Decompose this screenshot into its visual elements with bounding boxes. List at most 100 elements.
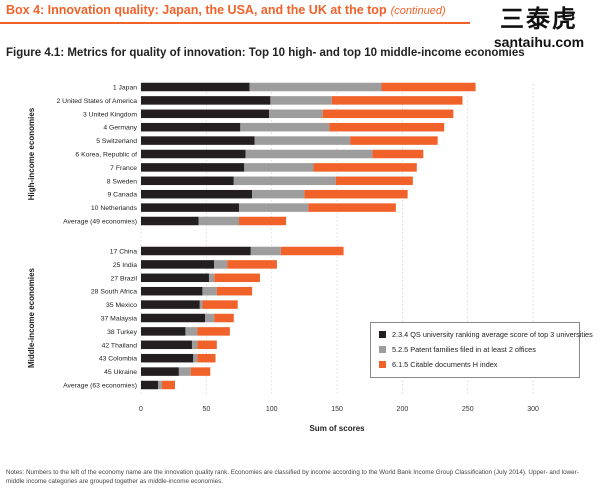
bar-middle-10-series-0 [141,380,158,390]
bar-high-1-series-2 [331,96,463,105]
category-label-middle-7: 42 Thailand [102,342,138,349]
bar-middle-7-series-0 [141,340,192,350]
x-tick-label-150: 150 [331,406,343,413]
legend-item-citable: 6.1.5 Citable documents H index [379,360,497,370]
bar-middle-6-series-1 [185,327,198,336]
box-header: Box 4: Innovation quality: Japan, the US… [0,0,470,24]
bar-high-7-series-1 [233,176,336,186]
bar-high-0-series-2 [381,82,476,92]
x-tick-label-250: 250 [462,406,474,413]
figure-notes: Notes: Numbers to the left of the econom… [6,469,579,485]
bar-high-5-series-1 [245,149,373,159]
bar-high-8-series-1 [252,189,305,199]
group-label-high-income: High-income economies [27,107,36,200]
legend-swatch-citable [379,360,386,368]
bar-middle-8-series-1 [193,353,198,363]
bar-high-1-series-0 [141,96,271,105]
category-label-high-2: 3 United Kingdom [83,111,137,118]
figure-title: Figure 4.1: Metrics for quality of innov… [6,47,525,59]
x-tick-label-0: 0 [139,406,143,413]
bar-middle-5-series-0 [141,313,206,323]
bar-high-6-series-0 [141,163,245,172]
category-label-high-5: 6 Korea, Republic of [75,152,137,159]
x-tick-label-100: 100 [266,406,278,413]
category-label-high-0: 1 Japan [113,85,137,92]
category-label-middle-8: 43 Colombia [99,356,137,363]
bar-middle-2-series-0 [141,273,209,283]
bar-high-3-series-0 [141,122,241,132]
category-label-high-6: 7 France [110,165,137,172]
category-label-high-3: 4 Germany [103,125,137,132]
bar-middle-10-series-2 [161,380,175,390]
bar-high-8-series-0 [141,189,253,199]
bar-high-1-series-1 [270,96,332,105]
bar-high-10-series-0 [141,216,199,226]
bar-middle-0-series-0 [141,246,251,256]
bar-high-3-series-2 [329,122,445,132]
category-label-high-4: 5 Switzerland [96,138,137,145]
bar-middle-5-series-2 [214,313,234,323]
bar-middle-7-series-2 [197,340,217,350]
bar-middle-9-series-1 [178,367,191,376]
x-tick-label-50: 50 [202,406,210,413]
category-label-middle-6: 38 Turkey [107,329,137,336]
bar-high-4-series-0 [141,136,255,145]
category-label-middle-0: 17 China [110,249,137,256]
bar-high-7-series-2 [335,176,413,186]
bar-high-8-series-2 [304,189,408,199]
bar-middle-2-series-1 [208,273,215,283]
category-label-high-8: 9 Canada [108,192,138,199]
legend-label-citable: 6.1.5 Citable documents H index [392,360,498,369]
bar-middle-10-series-1 [157,380,162,390]
category-label-middle-9: 45 Ukraine [104,369,137,376]
bar-high-10-series-2 [239,216,287,226]
bar-high-9-series-1 [239,203,309,212]
bar-middle-4-series-0 [141,300,200,309]
bar-high-0-series-0 [141,82,250,92]
bar-high-6-series-1 [244,163,314,172]
watermark-chinese: 三泰虎 [500,4,578,33]
bar-high-0-series-1 [249,82,382,92]
category-label-high-10: Average (49 economies) [63,219,137,226]
bar-high-6-series-2 [313,163,417,172]
bar-high-10-series-1 [198,216,240,226]
category-label-middle-10: Average (63 economies) [63,383,137,390]
chart-legend: 2.3.4 QS university ranking average scor… [370,322,593,378]
bar-high-5-series-2 [372,149,424,159]
bar-middle-8-series-2 [197,353,216,363]
bar-middle-4-series-1 [199,300,203,309]
bar-high-4-series-1 [254,136,351,145]
bar-middle-9-series-2 [190,367,211,376]
bar-middle-1-series-2 [227,260,277,269]
category-label-middle-4: 35 Mexico [106,302,137,309]
group-label-middle-income: Middle-income economies [27,267,36,368]
bar-middle-1-series-1 [214,260,228,269]
x-axis-label: Sum of scores [309,424,365,433]
bar-high-7-series-0 [141,176,234,186]
legend-label-patents: 5.2.5 Patent families filed in at least … [392,345,536,354]
bar-middle-0-series-2 [280,246,344,256]
category-label-high-9: 10 Netherlands [91,205,138,212]
legend-swatch-patents [379,345,386,353]
bar-high-2-series-0 [141,109,270,119]
bar-middle-3-series-0 [141,286,203,296]
category-label-high-7: 8 Sweden [107,178,137,185]
stacked-bar-chart: 1 Japan 2 United States of America 3 Unite… [27,82,539,433]
category-label-middle-1: 25 India [113,262,137,269]
legend-label-university: 2.3.4 QS university ranking average scor… [392,330,593,339]
category-label-high-1: 2 United States of America [57,98,138,105]
x-tick-label-300: 300 [527,406,539,413]
box-title: Box 4: Innovation quality: Japan, the US… [6,3,446,17]
bar-middle-7-series-1 [191,340,198,350]
bar-high-2-series-1 [269,109,323,119]
bar-middle-5-series-1 [205,313,215,323]
bar-middle-3-series-1 [202,286,217,296]
watermark-site: santaihu.com [493,34,585,50]
bar-middle-1-series-0 [141,260,215,269]
category-label-middle-5: 37 Malaysia [101,316,137,323]
box-title-text: Box 4: Innovation quality: Japan, the US… [6,3,387,17]
bar-high-3-series-1 [240,122,330,132]
legend-swatch-university [379,330,386,338]
watermark-logo: 三泰虎 santaihu.com [484,4,594,50]
bar-high-4-series-2 [350,136,438,145]
